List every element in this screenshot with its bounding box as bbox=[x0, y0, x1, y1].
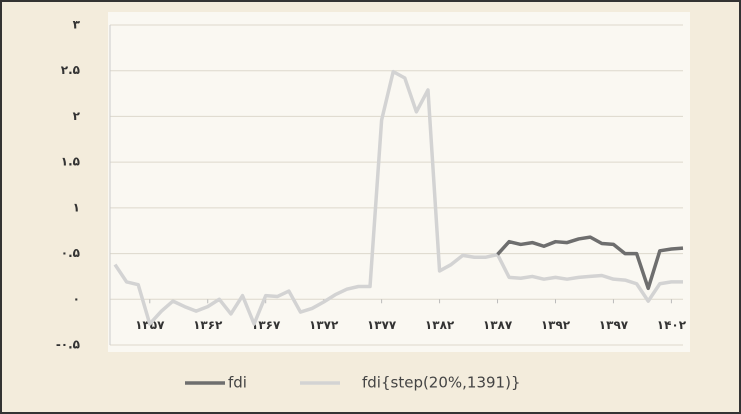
y-tick-label: ۱ bbox=[73, 200, 80, 214]
x-tick-label: ۱۳۶۷ bbox=[251, 318, 281, 332]
series-line bbox=[113, 69, 683, 326]
y-tick-label: ۳ bbox=[73, 18, 81, 32]
x-tick-label: ۱۳۸۷ bbox=[483, 318, 513, 332]
y-tick-label: ۲.۵ bbox=[61, 63, 80, 77]
x-tick-label: ۱۳۸۲ bbox=[425, 318, 455, 332]
y-tick-label: ۲ bbox=[73, 109, 81, 123]
x-tick-label: ۱۴۰۲ bbox=[657, 318, 687, 332]
x-tick-label: ۱۳۹۷ bbox=[599, 318, 629, 332]
x-tick-label: ۱۳۶۲ bbox=[193, 318, 223, 332]
legend-label: fdi bbox=[228, 374, 247, 392]
x-tick-label: ۱۳۷۲ bbox=[309, 318, 339, 332]
legend-label: fdi{step(20%,1391)} bbox=[362, 374, 521, 392]
x-tick-label: ۱۳۹۲ bbox=[541, 318, 571, 332]
y-tick-label: -۰.۵ bbox=[56, 338, 80, 352]
x-tick-label: ۱۳۷۷ bbox=[367, 318, 397, 332]
plot-area bbox=[108, 12, 690, 352]
y-tick-label: ۰ bbox=[73, 292, 80, 306]
y-tick-label: ۰.۵ bbox=[61, 246, 80, 260]
series-line bbox=[496, 235, 684, 291]
y-tick-label: ۱.۵ bbox=[61, 155, 80, 169]
